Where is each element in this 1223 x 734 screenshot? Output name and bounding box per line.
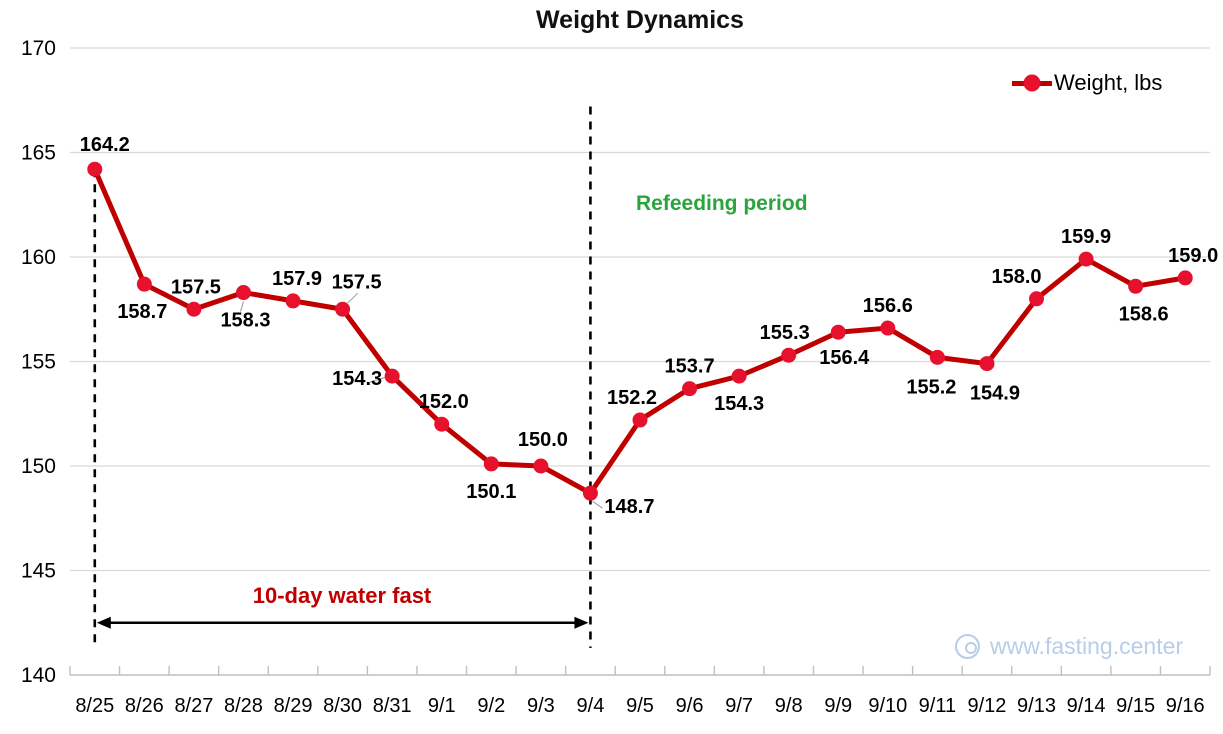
data-point-marker: [1177, 270, 1193, 286]
data-point-label: 155.3: [760, 322, 810, 344]
watermark-text: www.fasting.center: [990, 633, 1184, 659]
data-point-label: 150.1: [466, 481, 516, 503]
fasting-center-logo-icon: [955, 634, 980, 659]
data-point-marker: [235, 285, 251, 301]
arrowhead-right-icon: [574, 616, 589, 629]
data-point-label: 155.2: [906, 376, 956, 398]
x-axis-tick-label: 8/28: [224, 695, 263, 717]
x-axis-tick-label: 9/16: [1166, 695, 1205, 717]
data-point-label: 153.7: [665, 356, 715, 378]
data-point-label: 152.0: [419, 391, 469, 413]
data-point-marker: [384, 368, 400, 384]
y-axis-tick-label: 150: [21, 455, 56, 478]
x-axis-tick-label: 9/12: [967, 695, 1006, 717]
arrowhead-left-icon: [96, 616, 111, 629]
data-point-label: 158.6: [1119, 303, 1169, 325]
data-point-marker: [285, 293, 301, 309]
data-point-label: 156.4: [819, 347, 870, 369]
x-axis-tick-label: 9/15: [1116, 695, 1155, 717]
x-axis-tick-label: 9/3: [527, 695, 555, 717]
data-point-label: 164.2: [80, 134, 130, 156]
x-axis-tick-label: 9/8: [775, 695, 803, 717]
legend-line-sample: [1012, 74, 1052, 92]
label-leader-line: [347, 292, 359, 304]
data-point-label: 159.0: [1168, 245, 1218, 267]
x-axis-tick-label: 9/14: [1067, 695, 1106, 717]
y-axis-tick-label: 140: [21, 664, 56, 687]
x-axis-tick-label: 9/5: [626, 695, 654, 717]
x-axis-tick-label: 9/10: [868, 695, 907, 717]
data-point-marker: [632, 412, 648, 428]
data-point-marker: [434, 416, 450, 432]
watermark: www.fasting.center: [955, 633, 1183, 660]
x-axis-tick-label: 8/25: [75, 695, 114, 717]
refeeding-period-annotation: Refeeding period: [636, 192, 808, 215]
x-axis-tick-label: 9/13: [1017, 695, 1056, 717]
data-point-label: 158.3: [220, 310, 270, 332]
data-point-marker: [87, 161, 103, 177]
y-axis-tick-label: 170: [21, 37, 56, 60]
data-point-marker: [136, 276, 152, 292]
legend-series-label: Weight, lbs: [1054, 70, 1163, 95]
y-axis-tick-label: 145: [21, 560, 56, 583]
y-axis-tick-label: 160: [21, 246, 56, 269]
label-leader-line: [239, 301, 245, 312]
x-axis-tick-label: 8/26: [125, 695, 164, 717]
x-axis-tick-label: 8/30: [323, 695, 362, 717]
chart-title: Weight Dynamics: [536, 6, 744, 34]
data-point-marker: [483, 456, 499, 472]
data-point-marker: [1078, 251, 1094, 267]
data-point-marker: [582, 485, 598, 501]
data-point-label: 158.7: [117, 301, 167, 323]
data-point-label: 152.2: [607, 387, 657, 409]
data-point-marker: [533, 458, 549, 474]
label-leader-line: [369, 376, 387, 383]
x-axis-tick-label: 9/9: [824, 695, 852, 717]
data-point-label: 159.9: [1061, 226, 1111, 248]
chart-legend: Weight, lbs: [1012, 70, 1162, 96]
data-point-marker: [1128, 278, 1144, 294]
data-point-marker: [1029, 291, 1045, 307]
data-point-marker: [830, 324, 846, 340]
data-point-marker: [682, 381, 698, 397]
x-axis-tick-label: 8/27: [174, 695, 213, 717]
data-point-label: 154.3: [332, 368, 382, 390]
data-point-label: 158.0: [991, 266, 1041, 288]
data-point-marker: [979, 356, 995, 372]
y-axis-tick-label: 165: [21, 142, 56, 165]
data-point-marker: [335, 301, 351, 317]
data-point-label: 154.3: [714, 393, 764, 415]
data-point-label: 154.9: [970, 383, 1020, 405]
y-axis-tick-label: 155: [21, 351, 56, 374]
x-axis-tick-label: 8/31: [373, 695, 412, 717]
x-axis-tick-label: 9/6: [676, 695, 704, 717]
data-point-label: 150.0: [518, 429, 568, 451]
data-point-marker: [186, 301, 202, 317]
data-point-label: 157.5: [171, 276, 221, 298]
water-fast-annotation: 10-day water fast: [252, 583, 432, 608]
data-point-marker: [781, 347, 797, 363]
x-axis-tick-label: 9/2: [477, 695, 505, 717]
data-point-label: 148.7: [604, 496, 654, 518]
label-leader-line: [592, 500, 603, 509]
x-axis-tick-label: 9/11: [919, 695, 956, 717]
data-point-marker: [731, 368, 747, 384]
legend-marker-icon: [1023, 74, 1041, 92]
x-axis-tick-label: 9/4: [577, 695, 605, 717]
data-point-marker: [880, 320, 896, 336]
x-axis-tick-label: 9/1: [428, 695, 456, 717]
x-axis-tick-label: 9/7: [725, 695, 753, 717]
data-point-marker: [929, 349, 945, 365]
data-point-label: 157.5: [332, 271, 382, 293]
x-axis-tick-label: 8/29: [274, 695, 313, 717]
data-point-label: 157.9: [272, 268, 322, 290]
data-point-label: 156.6: [863, 295, 913, 317]
